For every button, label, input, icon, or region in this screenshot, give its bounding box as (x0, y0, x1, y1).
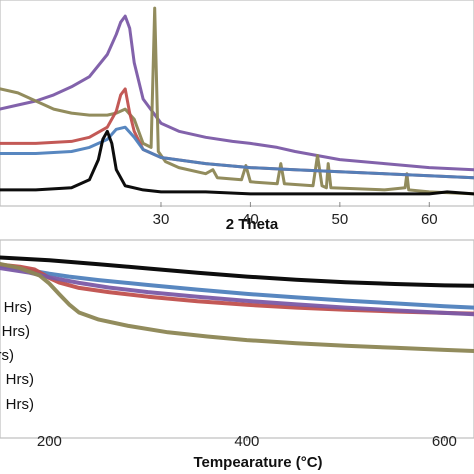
xrd-series-line-1 (0, 14, 474, 172)
tga-legend-entry-1: Hrs) (4, 299, 32, 316)
tga-series-line-1 (0, 255, 474, 288)
tga-legend-entry-3: rs) (0, 347, 14, 364)
tga-plot-frame (0, 239, 474, 439)
tga-x-axis-label: Tempearature (°C) (193, 454, 322, 471)
tga-x-tick-label: 200 (37, 433, 62, 450)
xrd-x-ticks: 30 40 50 60 (153, 202, 438, 228)
xrd-x-tick-label: 60 (421, 211, 438, 228)
tga-series-line-5 (0, 261, 474, 353)
tga-legend-entry-4: Hrs) (6, 371, 34, 388)
xrd-series-group (0, 6, 474, 196)
xrd-series-line-4 (0, 125, 474, 180)
tga-legend-entry-5: Hrs) (6, 396, 34, 413)
xrd-series-line-5 (0, 129, 474, 196)
tga-series-group (0, 255, 474, 353)
tga-x-tick-label: 600 (432, 433, 457, 450)
xrd-x-tick-label: 40 (242, 211, 259, 228)
xrd-x-axis-label: 2 Theta (226, 216, 279, 233)
xrd-x-tick-label: 30 (153, 211, 170, 228)
xrd-plot-frame (0, 0, 474, 207)
tga-x-ticks: 200 400 600 (37, 433, 457, 450)
tga-series-line-2 (0, 264, 474, 310)
tga-x-tick-label: 400 (234, 433, 259, 450)
xrd-x-tick-label: 50 (332, 211, 349, 228)
tga-legend: Hrs) Hrs) rs) Hrs) Hrs) (0, 299, 34, 413)
tga-series-line-4 (0, 266, 474, 317)
tga-legend-entry-2: Hrs) (2, 323, 30, 340)
xrd-series-line-2 (0, 6, 474, 196)
